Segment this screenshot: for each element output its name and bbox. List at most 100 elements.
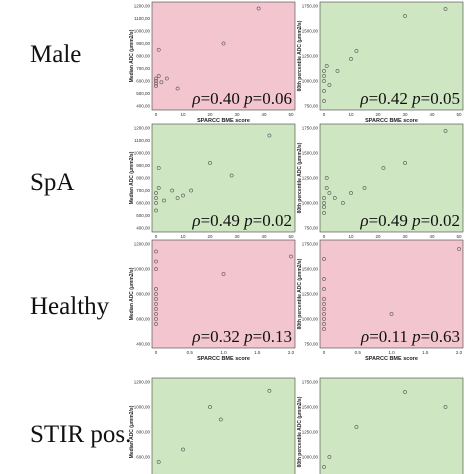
correlation-annotation: ρ=0.40 p=0.06 xyxy=(191,89,292,108)
stat-symbol: ρ xyxy=(191,327,200,346)
stat-symbol: p xyxy=(411,211,421,230)
data-point xyxy=(256,6,261,11)
data-point xyxy=(170,188,175,193)
stat-symbol: ρ xyxy=(360,327,369,346)
y-tick-label: 800,00 xyxy=(136,430,150,435)
scatter-panel: 400,00 500,00 600,00 700,00 800,00 900,00 1000… xyxy=(129,123,296,246)
data-point xyxy=(322,69,326,73)
stat-value: =0.42 xyxy=(369,89,413,108)
y-tick-label: 600,00 xyxy=(136,201,150,206)
data-point xyxy=(403,390,407,394)
y-tick-label: 1100,00 xyxy=(134,16,150,21)
row-label-spa: SpA xyxy=(30,169,74,196)
data-point xyxy=(322,287,326,291)
data-point xyxy=(327,455,332,459)
data-point xyxy=(156,186,161,190)
data-point xyxy=(322,277,326,281)
stat-symbol: ρ xyxy=(191,89,200,108)
stat-symbol: ρ xyxy=(359,89,368,108)
y-tick-label: 1100,00 xyxy=(134,138,150,143)
data-point xyxy=(322,205,326,209)
y-tick-label: 1000,00 xyxy=(302,455,319,460)
data-point xyxy=(154,76,158,81)
y-tick-label: 800,00 xyxy=(136,176,150,181)
x-axis-label: SPARCC BME score xyxy=(365,356,418,362)
data-point xyxy=(322,307,326,311)
scatter-panel: 400,00 500,00 600,00 700,00 800,00 900,00 1000… xyxy=(129,1,296,124)
x-tick-label: 10 xyxy=(348,234,354,239)
data-point xyxy=(159,80,164,85)
data-point xyxy=(349,191,353,195)
stat-symbol: p xyxy=(411,327,421,346)
y-tick-label: 600,00 xyxy=(136,317,150,322)
y-tick-label: 1200,00 xyxy=(134,4,151,9)
row-label-male: Male xyxy=(30,41,81,68)
y-axis-label: 80th percentile ADC (µmm2/s) xyxy=(297,258,303,329)
x-axis-label: SPARCC BME score xyxy=(365,118,418,124)
data-point xyxy=(154,307,158,311)
x-tick-label: 30 xyxy=(402,234,408,239)
data-point xyxy=(322,312,326,316)
x-axis-label: SPARCC BME score xyxy=(197,118,250,124)
correlation-annotation: ρ=0.49 p=0.02 xyxy=(359,211,460,230)
scatter-panel: 400,00 600,00 800,00 1000,00 1200,00 0 0.5 1.0 1… xyxy=(129,239,296,362)
y-tick-label: 400,00 xyxy=(136,226,150,231)
data-point xyxy=(175,86,180,91)
data-point xyxy=(322,257,326,261)
y-tick-label: 1500,00 xyxy=(302,151,319,156)
y-tick-label: 1000,00 xyxy=(134,151,151,156)
data-point xyxy=(156,166,161,170)
y-tick-label: 750,00 xyxy=(304,226,318,231)
y-tick-label: 1200,00 xyxy=(134,380,151,385)
x-tick-label: 40 xyxy=(261,234,267,239)
data-point xyxy=(221,272,226,276)
y-tick-label: 1000,00 xyxy=(134,405,151,410)
x-tick-label: 0 xyxy=(155,234,158,239)
data-point xyxy=(154,259,158,264)
stat-value: =0.06 xyxy=(253,89,292,108)
data-point xyxy=(322,297,326,301)
data-point xyxy=(154,84,158,88)
x-tick-label: 0 xyxy=(323,112,326,117)
data-point xyxy=(322,327,326,331)
data-point xyxy=(322,89,326,93)
x-tick-label: 0 xyxy=(323,350,326,355)
data-point xyxy=(267,133,272,138)
data-point xyxy=(154,196,158,200)
stat-value: =0.11 xyxy=(369,327,412,346)
data-point xyxy=(221,41,226,46)
data-point xyxy=(322,74,326,78)
data-point xyxy=(181,193,185,198)
y-tick-label: 1000,00 xyxy=(302,201,319,206)
x-tick-label: 50 xyxy=(456,112,462,117)
x-tick-label: 30 xyxy=(402,112,408,117)
y-tick-label: 1750,00 xyxy=(302,4,319,9)
data-point xyxy=(335,69,340,73)
data-point xyxy=(443,7,448,11)
data-point xyxy=(322,79,326,83)
x-tick-label: 10 xyxy=(180,234,186,239)
x-axis-label: SPARCC BME score xyxy=(197,356,250,362)
data-point xyxy=(164,76,169,81)
stat-symbol: p xyxy=(243,211,253,230)
y-tick-label: 1500,00 xyxy=(302,405,319,410)
x-tick-label: 2.0 xyxy=(456,350,463,355)
y-tick-label: 700,00 xyxy=(136,66,150,71)
x-tick-label: 50 xyxy=(456,234,462,239)
x-tick-label: 20 xyxy=(207,234,213,239)
data-point xyxy=(189,188,194,193)
y-axis-label: Median ADC (µmm2/s) xyxy=(129,151,135,204)
row-label-healthy: Healthy xyxy=(30,293,110,320)
x-tick-label: 20 xyxy=(375,112,381,117)
y-tick-label: 1500,00 xyxy=(302,267,319,272)
stat-symbol: ρ xyxy=(191,211,200,230)
data-point xyxy=(267,388,272,393)
x-tick-label: 50 xyxy=(288,112,294,117)
x-tick-label: 10 xyxy=(180,112,186,117)
y-axis-label: Median ADC (µmm2/s) xyxy=(129,29,135,82)
data-point xyxy=(327,191,332,195)
y-tick-label: 400,00 xyxy=(136,342,150,347)
x-tick-label: 40 xyxy=(429,234,435,239)
data-point xyxy=(154,79,158,83)
